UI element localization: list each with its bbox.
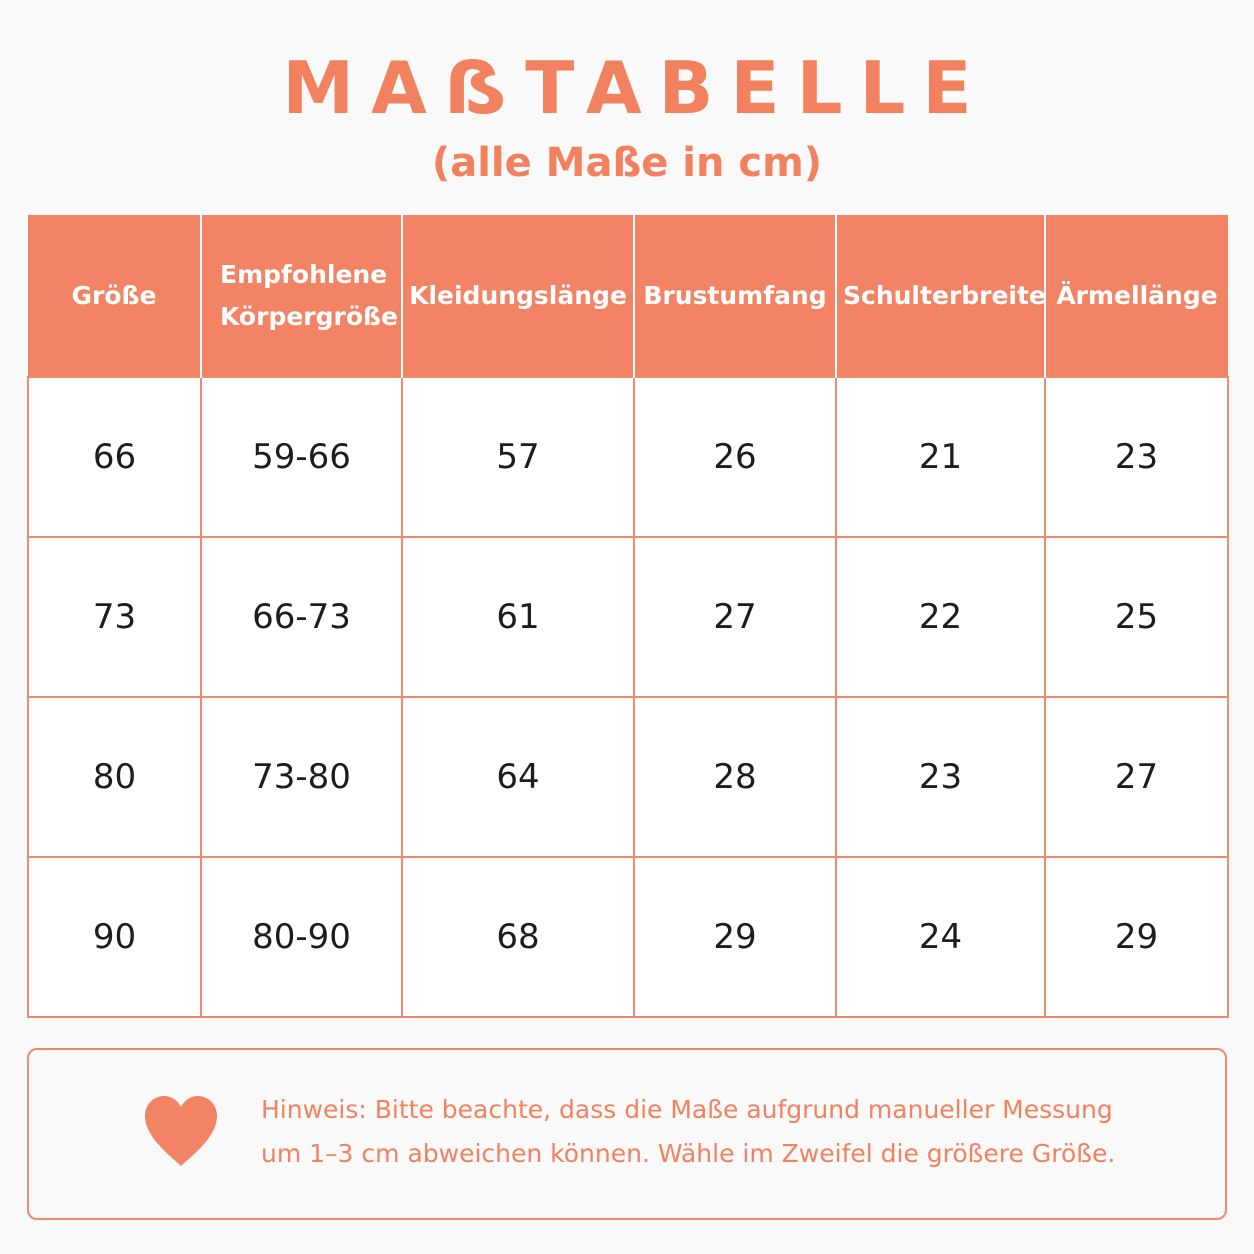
header-schulterbreite: Schulterbreite: [835, 215, 1046, 377]
note-text: Hinweis: Bitte beachte, dass die Maße au…: [261, 1088, 1181, 1176]
cell-aermellaenge: 25: [1044, 536, 1229, 698]
cell-groesse: 90: [27, 856, 202, 1018]
note-box: Hinweis: Bitte beachte, dass die Maße au…: [27, 1048, 1227, 1220]
cell-groesse: 66: [27, 376, 202, 538]
note-line-1: Hinweis: Bitte beachte, dass die Maße au…: [261, 1095, 1113, 1124]
cell-groesse: 73: [27, 536, 202, 698]
page-subtitle: (alle Maße in cm): [431, 140, 823, 186]
cell-brustumfang: 29: [633, 856, 837, 1018]
note-line-2: um 1–3 cm abweichen können. Wähle im Zwe…: [261, 1139, 1116, 1168]
header-brustumfang: Brustumfang: [633, 215, 836, 377]
cell-aermellaenge: 29: [1044, 856, 1229, 1018]
cell-koerpergroesse: 59-66: [200, 376, 403, 538]
cell-schulterbreite: 23: [835, 696, 1046, 858]
cell-kleidungslaenge: 61: [401, 536, 635, 698]
table-row: 80 73-80 64 28 23 27: [27, 696, 1229, 858]
header-kleidungslaenge: Kleidungslänge: [401, 215, 634, 377]
header-groesse: Größe: [28, 215, 201, 377]
cell-brustumfang: 28: [633, 696, 837, 858]
page-title: MAẞTABELLE: [282, 46, 989, 130]
cell-kleidungslaenge: 64: [401, 696, 635, 858]
table-header-row: Größe Empfohlene Körpergröße Kleidungslä…: [28, 215, 1228, 377]
table-row: 66 59-66 57 26 21 23: [27, 376, 1229, 538]
heart-icon: [145, 1096, 217, 1166]
cell-schulterbreite: 22: [835, 536, 1046, 698]
table-row: 73 66-73 61 27 22 25: [27, 536, 1229, 698]
cell-aermellaenge: 27: [1044, 696, 1229, 858]
size-table: Größe Empfohlene Körpergröße Kleidungslä…: [27, 215, 1229, 1018]
header-empfohlene-koerpergroesse: Empfohlene Körpergröße: [200, 215, 402, 377]
header-aermellaenge: Ärmellänge: [1044, 215, 1228, 377]
cell-schulterbreite: 21: [835, 376, 1046, 538]
cell-kleidungslaenge: 57: [401, 376, 635, 538]
cell-aermellaenge: 23: [1044, 376, 1229, 538]
table-row: 90 80-90 68 29 24 29: [27, 856, 1229, 1018]
cell-koerpergroesse: 73-80: [200, 696, 403, 858]
cell-koerpergroesse: 66-73: [200, 536, 403, 698]
cell-kleidungslaenge: 68: [401, 856, 635, 1018]
cell-brustumfang: 26: [633, 376, 837, 538]
cell-brustumfang: 27: [633, 536, 837, 698]
cell-schulterbreite: 24: [835, 856, 1046, 1018]
cell-koerpergroesse: 80-90: [200, 856, 403, 1018]
cell-groesse: 80: [27, 696, 202, 858]
